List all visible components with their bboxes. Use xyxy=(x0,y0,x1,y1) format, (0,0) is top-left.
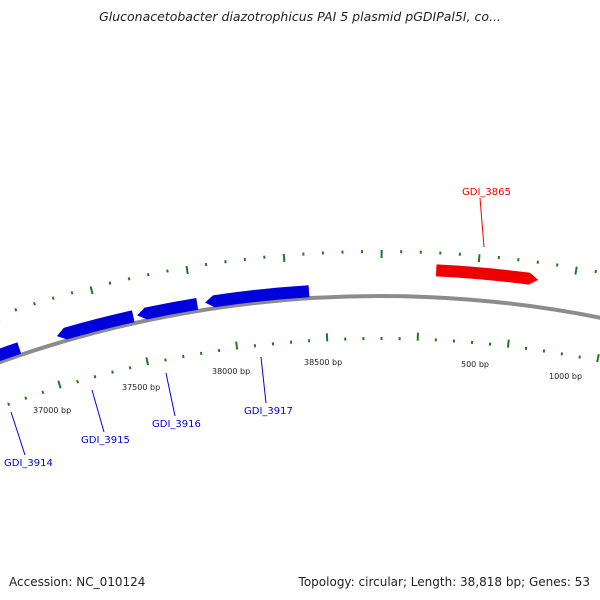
callout-line xyxy=(10,411,26,456)
minor-tick xyxy=(76,379,79,384)
minor-tick xyxy=(146,273,150,277)
major-tick xyxy=(145,357,150,366)
topology-summary: Topology: circular; Length: 38,818 bp; G… xyxy=(298,575,590,589)
minor-tick xyxy=(182,354,185,359)
minor-tick xyxy=(594,269,598,274)
minor-tick xyxy=(128,366,132,370)
gene-label-gdi_3865[interactable]: GDI_3865 xyxy=(462,187,511,198)
minor-tick xyxy=(33,302,36,306)
tick-label: 37500 bp xyxy=(122,383,160,392)
tick-label: 38500 bp xyxy=(304,358,342,367)
tick-label: 500 bp xyxy=(461,360,489,369)
major-tick xyxy=(89,286,94,295)
tick-label: 1000 bp xyxy=(549,372,582,381)
gene-gdi_3917[interactable] xyxy=(205,285,310,308)
minor-tick xyxy=(14,307,18,312)
minor-tick xyxy=(7,402,11,406)
gene-label-gdi_3917[interactable]: GDI_3917 xyxy=(244,406,293,417)
major-tick xyxy=(574,266,578,275)
gene-label-gdi_3914[interactable]: GDI_3914 xyxy=(4,458,53,469)
gene-gdi_3916[interactable] xyxy=(137,297,199,320)
gene-label-gdi_3915[interactable]: GDI_3915 xyxy=(81,435,130,446)
minor-tick xyxy=(164,358,167,362)
gene-gdi_3915[interactable] xyxy=(56,310,135,340)
tick-label: 37000 bp xyxy=(33,406,71,415)
gene-gdi_3914[interactable] xyxy=(0,342,22,370)
major-tick xyxy=(235,341,239,350)
minor-tick xyxy=(93,375,97,379)
major-tick xyxy=(477,254,481,263)
callout-line xyxy=(479,197,485,248)
callout-line xyxy=(91,389,105,433)
outer-tick-ring xyxy=(0,249,598,322)
gene-gdi_3865[interactable] xyxy=(435,264,539,285)
gene-callouts: GDI_3914 GDI_3915 GDI_3916 GDI_3917 GDI_3865 xyxy=(4,187,511,469)
inner-tick-ring xyxy=(7,332,600,406)
plasmid-backbone xyxy=(0,294,600,365)
map-title: Gluconacetobacter diazotrophicus PAI 5 p… xyxy=(99,9,501,24)
minor-tick xyxy=(560,352,564,356)
minor-tick xyxy=(127,277,131,281)
tick-labels: 37000 bp 37500 bp 38000 bp 38500 bp 500 bp 10… xyxy=(33,358,582,415)
major-tick xyxy=(282,253,286,263)
minor-tick xyxy=(51,296,55,300)
major-tick xyxy=(57,380,62,389)
callout-line xyxy=(260,356,267,404)
minor-tick xyxy=(108,281,112,285)
minor-tick xyxy=(578,355,581,359)
minor-tick xyxy=(41,390,45,395)
gene-track xyxy=(0,264,539,370)
major-tick xyxy=(185,265,189,275)
major-tick xyxy=(506,339,510,348)
minor-tick xyxy=(24,396,28,400)
accession-label: Accession: NC_010124 xyxy=(9,575,146,589)
major-tick xyxy=(596,354,600,363)
gene-label-gdi_3916[interactable]: GDI_3916 xyxy=(152,419,201,430)
callout-line xyxy=(165,372,176,417)
minor-tick xyxy=(166,269,169,273)
minor-tick xyxy=(70,291,74,295)
tick-label: 38000 bp xyxy=(212,367,250,376)
minor-tick xyxy=(111,370,114,374)
